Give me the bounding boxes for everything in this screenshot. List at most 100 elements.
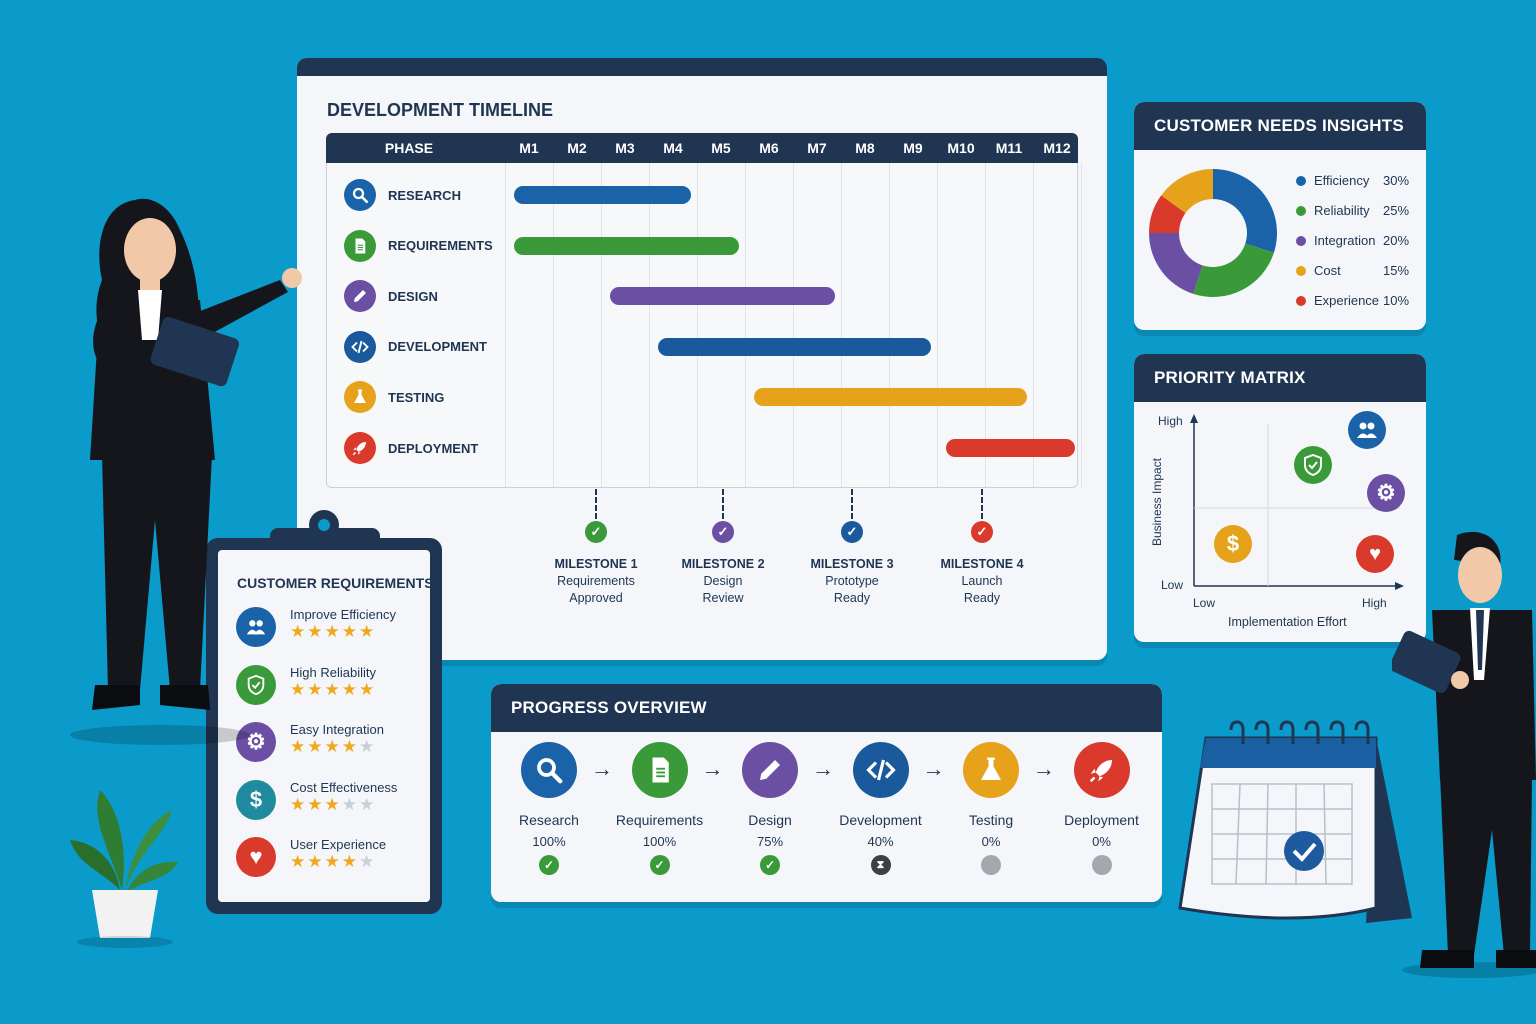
matrix-dollar-icon: $ [1214,525,1252,563]
month-header: M10 [947,140,975,156]
legend-item: Integration 20% [1296,233,1409,248]
legend-item: Cost 15% [1296,263,1409,278]
donut-slice [1213,169,1277,253]
milestone-check-icon: ✓ [971,521,993,543]
requirement-label: Improve Efficiency [290,607,396,622]
donut-slice [1193,243,1274,297]
milestone-label: MILESTONE 1 Requirements Approved [531,556,661,607]
donut-chart [1149,169,1277,297]
gantt-header: PHASE M1 M2 M3 M4 M5 M6 M7 M8 M9 M10 M11 M12 [326,133,1078,163]
arrow-right-icon: → [591,756,613,781]
month-header: M6 [759,140,779,156]
progress-step: Deployment 0% [1047,742,1157,875]
donut-slice [1161,169,1213,214]
gantt-bar [610,287,835,306]
milestone-connector [981,489,983,519]
milestone-line2: Approved [569,591,623,605]
phase-label: DESIGN [388,288,438,304]
progress-step-label: Research [519,812,579,828]
month-header: M5 [711,140,731,156]
month-header: M12 [1043,140,1071,156]
arrow-right-icon: → [812,756,834,781]
milestone-line1: Prototype [825,574,879,588]
gantt-gridline [649,163,650,487]
gantt-gridline [505,163,506,487]
legend-swatch [1296,265,1306,276]
gantt-gridline [937,163,938,487]
insights-card: CUSTOMER NEEDS INSIGHTS [1134,102,1426,330]
status-done-icon: ✓ [760,855,780,875]
progress-card: PROGRESS OVERVIEW [491,684,1162,902]
legend-swatch [1296,205,1306,216]
progress-step-label: Development [839,812,922,828]
flask-icon [344,381,376,414]
phase-label: RESEARCH [388,187,461,203]
gantt-gridline [889,163,890,487]
man-presenter-illustration [1392,531,1536,978]
legend-percent: 30% [1383,173,1410,188]
month-header: M9 [903,140,923,156]
milestone-check-icon: ✓ [841,521,863,543]
month-header: M1 [519,140,539,156]
milestone-connector [722,489,724,519]
phase-row: DEVELOPMENT [344,330,487,363]
legend-label: Efficiency [1314,173,1370,188]
progress-step-percent: 0% [1092,834,1111,849]
progress-step-percent: 100% [642,834,677,849]
shield-icon [236,664,276,705]
gantt-gridline [745,163,746,487]
progress-step: Requirements 100% ✓ [605,742,715,875]
matrix-title: PRIORITY MATRIX [1134,354,1426,402]
matrix-axes [1190,414,1404,590]
document-icon [631,742,688,798]
milestone-title: MILESTONE 3 [810,557,894,571]
matrix-shield-icon [1294,446,1332,484]
matrix-users-icon [1348,411,1386,449]
woman-presenter-illustration [70,198,302,745]
code-icon [852,742,909,798]
month-header: M8 [855,140,875,156]
phase-header: PHASE [384,140,434,156]
rocket-icon [344,432,376,464]
plant-illustration [70,790,178,948]
requirement-label: User Experience [290,837,387,852]
status-done-icon: ✓ [649,855,670,875]
gantt-gridline [841,163,842,487]
phase-row: DESIGN [344,280,438,313]
gantt-gridline [1033,163,1034,487]
document-icon [344,229,376,262]
gantt-body [326,163,1078,488]
month-header: M11 [995,140,1023,156]
insights-title: CUSTOMER NEEDS INSIGHTS [1134,102,1426,150]
legend-item: Efficiency 30% [1296,173,1410,188]
dollar-icon: $ [236,779,276,820]
matrix-y-low: Low [1161,578,1184,592]
milestone-title: MILESTONE 1 [554,557,638,571]
progress-step-label: Deployment [1064,812,1139,828]
legend-item: Experience 10% [1296,293,1409,308]
legend-percent: 25% [1383,203,1410,218]
gantt-bar [658,337,931,356]
requirement-item: ⚙ Easy Integration ★★★★★ [236,722,384,762]
code-icon [344,330,376,363]
progress-step: Development 40% ⧗ [826,742,936,875]
legend-swatch [1296,235,1306,246]
status-pending-icon [981,855,1001,875]
gantt-gridline [985,163,986,487]
matrix-x-label: Implementation Effort [1228,615,1347,629]
gantt-gridline [793,163,794,487]
matrix-y-label: Business Impact [1150,457,1164,547]
gantt-bar [754,388,1027,407]
phase-label: DEPLOYMENT [388,440,479,456]
phase-row: REQUIREMENTS [344,229,493,262]
phase-label: TESTING [388,389,445,405]
rocket-icon [1073,742,1130,798]
rating-stars: ★★★★★ [290,679,377,699]
phase-row: RESEARCH [344,179,461,211]
arrow-right-icon: → [1033,756,1055,781]
progress-step-percent: 100% [532,834,566,849]
milestone-connector [595,489,597,519]
rating-stars: ★★★★★ [290,852,377,871]
phase-row: DEPLOYMENT [344,432,478,464]
requirements-title: CUSTOMER REQUIREMENTS [237,575,434,591]
